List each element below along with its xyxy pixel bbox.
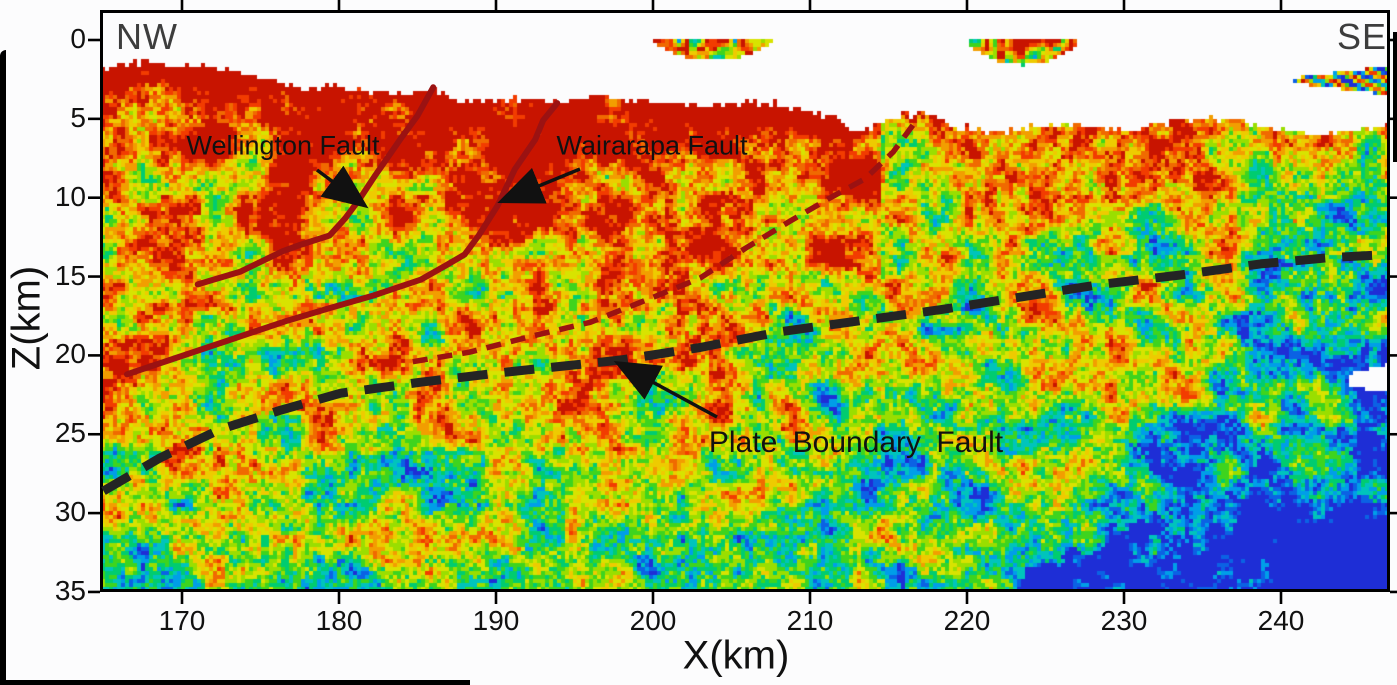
x-tick-label: 240 bbox=[1257, 605, 1305, 636]
fault-line bbox=[194, 84, 437, 288]
plate-boundary-fault-label: Plate Boundary Fault bbox=[708, 426, 1004, 459]
x-tick-label: 170 bbox=[158, 605, 206, 636]
wellington-fault-label: Wellington Fault bbox=[186, 130, 380, 161]
x-tick-label: 200 bbox=[629, 605, 677, 636]
z-tick-label: 35 bbox=[54, 574, 86, 606]
x-tick-label: 230 bbox=[1100, 605, 1148, 636]
edge-strip-bottom bbox=[0, 680, 470, 685]
axis-ticks bbox=[88, 0, 1397, 604]
x-tick-label: 180 bbox=[315, 605, 363, 636]
x-tick-label: 190 bbox=[472, 605, 520, 636]
z-tick-label: 30 bbox=[54, 496, 86, 528]
z-tick-label: 15 bbox=[54, 259, 86, 291]
z-tick-label: 0 bbox=[70, 23, 86, 54]
annotation-arrows bbox=[315, 165, 718, 419]
z-tick-label: 10 bbox=[54, 180, 86, 212]
edge-strip-right bbox=[1393, 32, 1397, 162]
z-tick-label: 5 bbox=[70, 101, 86, 133]
wairarapa-fault-label: Wairarapa Fault bbox=[556, 130, 748, 161]
fault-line bbox=[124, 100, 561, 378]
heatmap-canvas bbox=[101, 11, 1389, 591]
z-tick-label: 20 bbox=[54, 338, 86, 370]
x-tick-label: 210 bbox=[786, 605, 834, 636]
fault-lines bbox=[101, 84, 1389, 495]
corner-label-nw: NW bbox=[116, 16, 178, 57]
fault-line bbox=[101, 250, 1389, 495]
x-tick-label: 220 bbox=[943, 605, 991, 636]
x-axis-label: X(km) bbox=[682, 633, 790, 678]
z-tick-label: 25 bbox=[54, 417, 86, 449]
corner-label-se: SE bbox=[1337, 16, 1388, 57]
edge-strip-left bbox=[0, 50, 6, 685]
fault-line bbox=[412, 120, 918, 365]
